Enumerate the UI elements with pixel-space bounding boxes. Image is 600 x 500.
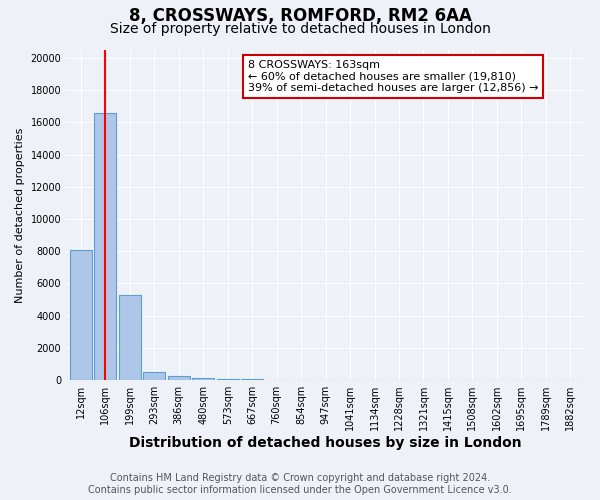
Bar bbox=[94, 113, 116, 380]
Bar bbox=[70, 250, 92, 380]
Bar bbox=[119, 294, 141, 380]
Bar bbox=[143, 372, 165, 380]
Y-axis label: Number of detached properties: Number of detached properties bbox=[15, 128, 25, 302]
Bar bbox=[168, 376, 190, 380]
Text: 8 CROSSWAYS: 163sqm
← 60% of detached houses are smaller (19,810)
39% of semi-de: 8 CROSSWAYS: 163sqm ← 60% of detached ho… bbox=[248, 60, 538, 93]
X-axis label: Distribution of detached houses by size in London: Distribution of detached houses by size … bbox=[129, 436, 522, 450]
Text: Size of property relative to detached houses in London: Size of property relative to detached ho… bbox=[110, 22, 490, 36]
Text: Contains HM Land Registry data © Crown copyright and database right 2024.
Contai: Contains HM Land Registry data © Crown c… bbox=[88, 474, 512, 495]
Bar bbox=[192, 378, 214, 380]
Text: 8, CROSSWAYS, ROMFORD, RM2 6AA: 8, CROSSWAYS, ROMFORD, RM2 6AA bbox=[128, 8, 472, 26]
Bar bbox=[217, 379, 239, 380]
